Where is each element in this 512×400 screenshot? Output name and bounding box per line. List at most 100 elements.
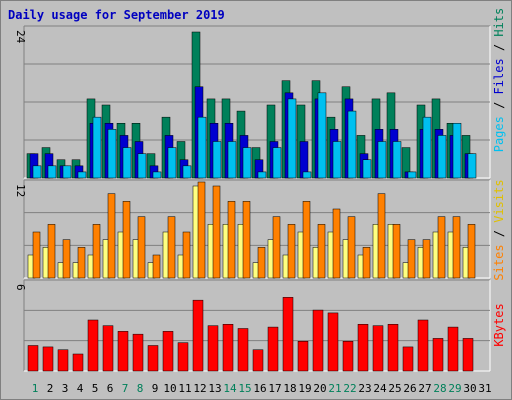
right-label-bottom: KBytes xyxy=(492,303,506,346)
bar-pages-day-21 xyxy=(332,141,342,179)
bar-kbytes-day-22 xyxy=(342,341,354,372)
bar-sites-day-12 xyxy=(197,181,206,279)
bar-pages-day-18 xyxy=(287,98,297,179)
bar-sites-day-7 xyxy=(122,201,131,279)
x-label-day-29: 29 xyxy=(448,382,461,395)
bar-sites-day-1 xyxy=(32,231,41,279)
bar-kbytes-day-17 xyxy=(267,326,279,372)
bar-pages-day-15 xyxy=(242,147,252,179)
x-label-day-21: 21 xyxy=(328,382,341,395)
bar-sites-day-4 xyxy=(77,247,86,279)
bar-kbytes-day-9 xyxy=(147,345,159,372)
panel-middle-ymax-label: 12 xyxy=(14,184,27,197)
x-label-day-30: 30 xyxy=(463,382,476,395)
right-label-part: Sites xyxy=(492,244,506,280)
bar-pages-day-2 xyxy=(47,165,57,179)
bar-pages-day-10 xyxy=(167,147,177,179)
x-label-day-1: 1 xyxy=(32,382,39,395)
right-label-part: Files xyxy=(492,58,506,94)
x-label-day-4: 4 xyxy=(77,382,84,395)
bar-kbytes-day-30 xyxy=(462,338,474,372)
bar-kbytes-day-27 xyxy=(417,319,429,372)
bar-kbytes-day-13 xyxy=(207,325,219,372)
x-label-day-10: 10 xyxy=(163,382,176,395)
bar-sites-day-19 xyxy=(302,201,311,279)
x-label-day-25: 25 xyxy=(388,382,401,395)
bar-sites-day-23 xyxy=(362,247,371,279)
bar-pages-day-17 xyxy=(272,147,282,179)
bar-pages-day-25 xyxy=(392,141,402,179)
x-label-day-8: 8 xyxy=(137,382,144,395)
bar-kbytes-day-3 xyxy=(57,349,69,372)
x-label-day-2: 2 xyxy=(47,382,54,395)
bar-kbytes-day-25 xyxy=(387,324,399,372)
bar-kbytes-day-6 xyxy=(102,325,114,372)
bar-sites-day-25 xyxy=(392,224,401,279)
bar-sites-day-26 xyxy=(407,239,416,279)
bar-kbytes-day-2 xyxy=(42,346,54,372)
bar-sites-day-17 xyxy=(272,216,281,279)
bar-sites-day-27 xyxy=(422,239,431,279)
bar-sites-day-16 xyxy=(257,247,266,279)
bar-pages-day-14 xyxy=(227,141,237,179)
bar-sites-day-14 xyxy=(227,201,236,279)
bar-kbytes-day-14 xyxy=(222,324,234,372)
bar-kbytes-day-1 xyxy=(27,345,39,372)
bar-pages-day-1 xyxy=(32,165,42,179)
right-label-part: / xyxy=(492,223,506,245)
bar-kbytes-day-23 xyxy=(357,324,369,372)
bar-sites-day-28 xyxy=(437,216,446,279)
x-label-day-14: 14 xyxy=(223,382,237,395)
x-label-day-28: 28 xyxy=(433,382,446,395)
panel-top-ymax-label: 24 xyxy=(14,30,27,44)
bar-kbytes-day-12 xyxy=(192,299,204,372)
x-label-day-6: 6 xyxy=(107,382,114,395)
bar-sites-day-22 xyxy=(347,216,356,279)
chart-title: Daily usage for September 2019 xyxy=(8,8,225,22)
bar-pages-day-29 xyxy=(452,123,462,179)
bar-sites-day-24 xyxy=(377,193,386,279)
bar-pages-day-5 xyxy=(92,116,102,179)
bar-kbytes-day-5 xyxy=(87,319,99,372)
bar-pages-day-28 xyxy=(437,135,447,179)
right-label-part: / xyxy=(492,94,506,116)
bar-sites-day-2 xyxy=(47,224,56,279)
right-label-part: KBytes xyxy=(492,303,506,346)
bar-sites-day-8 xyxy=(137,216,146,279)
bar-pages-day-22 xyxy=(347,110,357,179)
right-label-part: Visits xyxy=(492,179,506,222)
x-label-day-9: 9 xyxy=(152,382,159,395)
x-label-day-19: 19 xyxy=(298,382,311,395)
x-label-day-26: 26 xyxy=(403,382,416,395)
x-label-day-22: 22 xyxy=(343,382,356,395)
x-label-day-13: 13 xyxy=(208,382,221,395)
x-label-day-15: 15 xyxy=(238,382,251,395)
x-label-day-3: 3 xyxy=(62,382,69,395)
right-label-top: Pages / Files / Hits xyxy=(492,8,506,153)
bar-pages-day-16 xyxy=(257,171,267,179)
bar-pages-day-24 xyxy=(377,141,387,179)
bar-pages-day-3 xyxy=(62,165,72,179)
right-label-middle: Sites / Visits xyxy=(492,179,506,280)
x-label-day-16: 16 xyxy=(253,382,266,395)
bar-kbytes-day-10 xyxy=(162,331,174,372)
bar-pages-day-27 xyxy=(422,116,432,179)
bar-pages-day-8 xyxy=(137,153,147,179)
bar-pages-day-26 xyxy=(407,171,417,179)
bar-kbytes-day-19 xyxy=(297,341,309,372)
bar-pages-day-20 xyxy=(317,92,327,179)
bar-sites-day-13 xyxy=(212,185,221,279)
bar-kbytes-day-29 xyxy=(447,326,459,372)
bar-kbytes-day-18 xyxy=(282,297,294,372)
right-label-part: / xyxy=(492,37,506,59)
bar-kbytes-day-8 xyxy=(132,333,144,372)
bar-sites-day-29 xyxy=(452,216,461,279)
bar-sites-day-10 xyxy=(167,216,176,279)
bar-kbytes-day-21 xyxy=(327,312,339,372)
x-label-day-7: 7 xyxy=(122,382,129,395)
bar-kbytes-day-28 xyxy=(432,338,444,372)
x-label-day-11: 11 xyxy=(178,382,191,395)
bar-pages-day-30 xyxy=(467,153,477,179)
x-label-day-17: 17 xyxy=(268,382,281,395)
bar-pages-day-7 xyxy=(122,147,132,179)
